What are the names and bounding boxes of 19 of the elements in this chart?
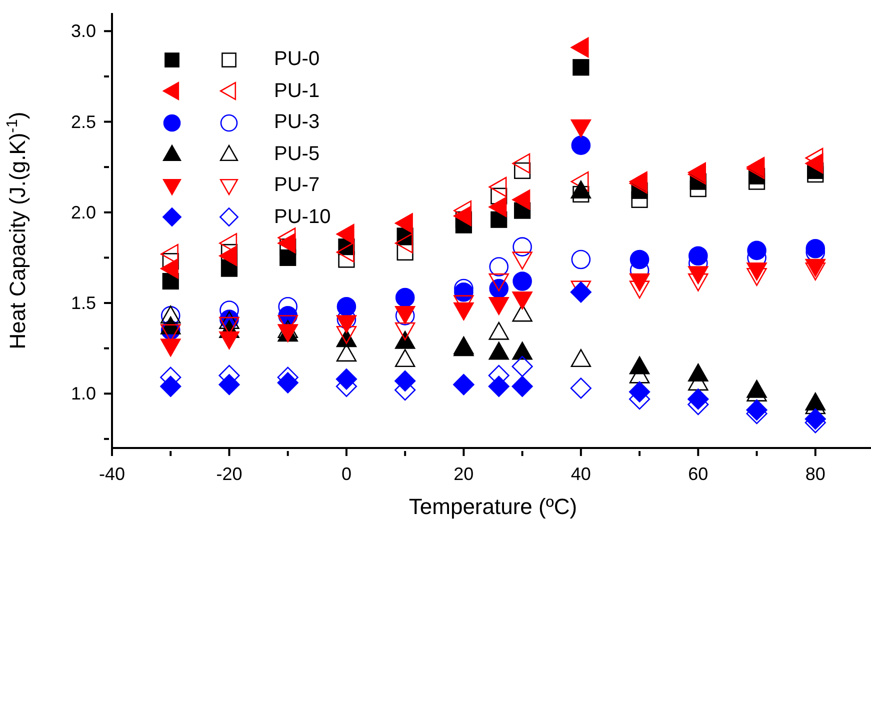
x-tick-label: 20 bbox=[454, 464, 474, 484]
y-tick-label: 3.0 bbox=[70, 21, 96, 42]
y-tick-label: 2.5 bbox=[70, 112, 96, 132]
x-tick-label: 40 bbox=[570, 464, 591, 484]
legend-label: PU-1 bbox=[274, 80, 320, 103]
x-tick-label: 80 bbox=[805, 464, 826, 484]
y-tick-label: 1.5 bbox=[70, 293, 96, 313]
x-axis-title: Temperature (ºC) bbox=[408, 494, 578, 519]
legend-label: PU-0 bbox=[274, 48, 320, 72]
x-tick-label: -20 bbox=[216, 464, 242, 484]
legend-label: PU-10 bbox=[274, 206, 331, 229]
y-tick-label: 1.0 bbox=[70, 384, 96, 404]
y-tick-label: 2.0 bbox=[70, 202, 96, 222]
legend-label: PU-3 bbox=[274, 111, 320, 134]
x-tick-label: -40 bbox=[98, 464, 126, 484]
legend-label: PU-7 bbox=[274, 174, 320, 198]
x-tick-label: 0 bbox=[341, 464, 352, 484]
legend-label: PU-5 bbox=[274, 142, 320, 166]
x-tick-label: 60 bbox=[688, 464, 708, 484]
